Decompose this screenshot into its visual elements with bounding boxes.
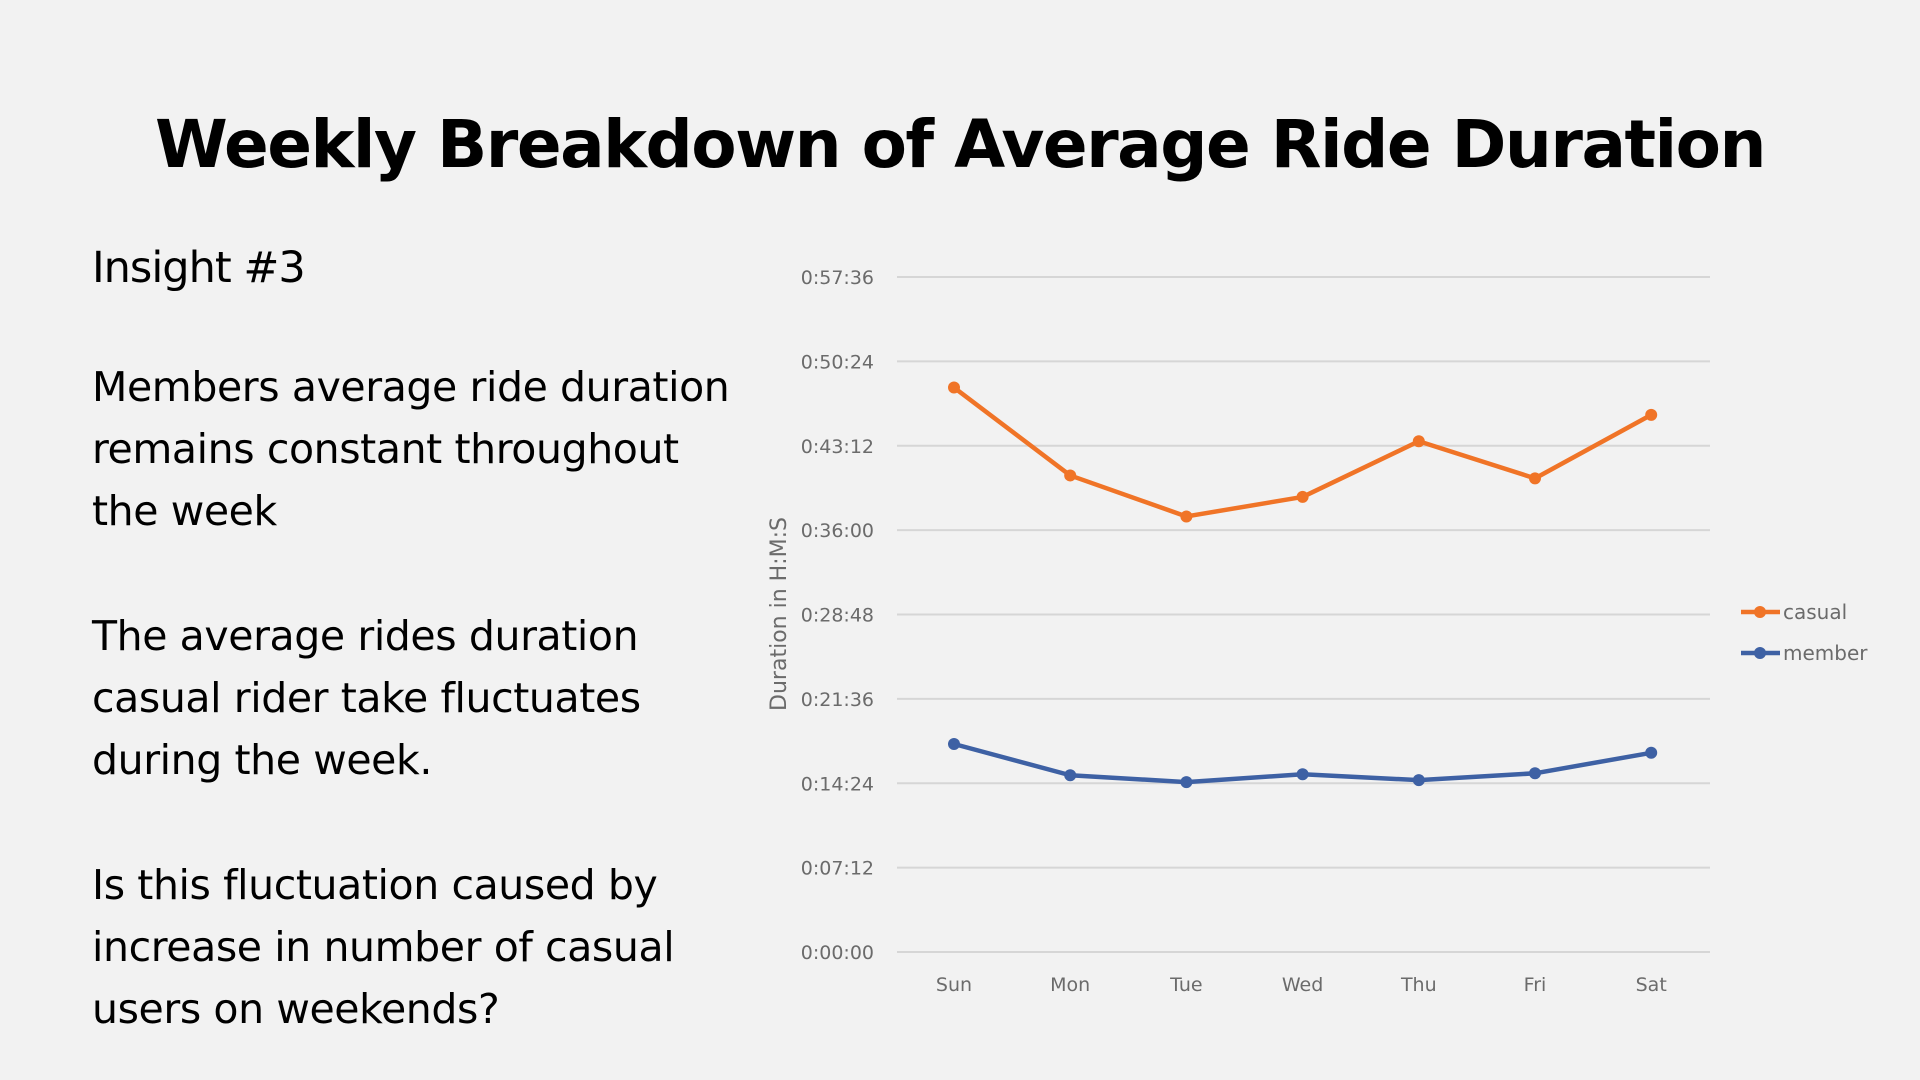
data-point-casual [1180,510,1193,523]
y-tick-label: 0:50:24 [801,351,874,373]
data-point-casual [1529,472,1541,485]
legend-label: casual [1783,600,1847,624]
insight-text-block: Insight #3 Members average ride duration… [92,240,732,1040]
y-tick-label: 0:14:24 [801,773,874,795]
legend-item-casual: casual [1741,600,1847,624]
y-tick-label: 0:57:36 [801,267,874,289]
insight-paragraph-casual: The average rides duration casual rider … [92,612,641,784]
data-point-member [1180,776,1193,789]
y-axis-title: Duration in H:M:S [767,517,792,711]
data-point-member [948,737,960,750]
slide-title: Weekly Breakdown of Average Ride Duratio… [155,106,1766,183]
data-point-member [1529,767,1541,780]
data-point-casual [1412,435,1425,448]
insight-paragraph-question: Is this fluctuation caused by increase i… [92,861,675,1033]
x-tick-label: Sat [1636,974,1667,996]
y-tick-label: 0:28:48 [801,605,874,627]
legend-swatch-marker [1754,606,1766,618]
legend-label: member [1783,641,1868,665]
gridlines [897,276,1710,953]
x-tick-label: Mon [1050,974,1090,996]
x-tick-label: Sun [936,974,972,996]
legend: casual member [1741,600,1868,665]
data-point-casual [1645,408,1658,421]
data-point-member [1296,768,1309,781]
x-tick-label: Tue [1169,974,1202,996]
y-tick-label: 0:00:00 [801,942,874,964]
insight-heading: Insight #3 [92,243,306,293]
y-tick-label: 0:07:12 [801,858,874,880]
data-series [948,381,1658,789]
data-point-member [1064,769,1077,782]
legend-item-member: member [1741,641,1868,665]
x-tick-label: Thu [1400,974,1437,996]
y-tick-label: 0:36:00 [801,520,874,542]
x-axis-tick-labels: Sun Mon Tue Wed Thu Fri Sat [936,974,1667,996]
insight-paragraph-members: Members average ride duration remains co… [92,363,730,535]
y-tick-label: 0:43:12 [801,436,874,458]
data-point-casual [1064,469,1077,482]
data-point-casual [1296,490,1309,503]
y-tick-label: 0:21:36 [801,689,874,711]
series-member [948,737,1658,789]
data-point-member [1412,774,1425,787]
x-tick-label: Wed [1282,974,1323,996]
y-axis-tick-labels: 0:00:00 0:07:12 0:14:24 0:21:36 0:28:48 0:36:… [801,267,874,964]
data-point-member [1645,746,1658,759]
series-casual [948,381,1658,523]
x-tick-label: Fri [1524,974,1547,996]
legend-swatch-marker [1754,647,1766,659]
data-point-casual [948,381,960,394]
